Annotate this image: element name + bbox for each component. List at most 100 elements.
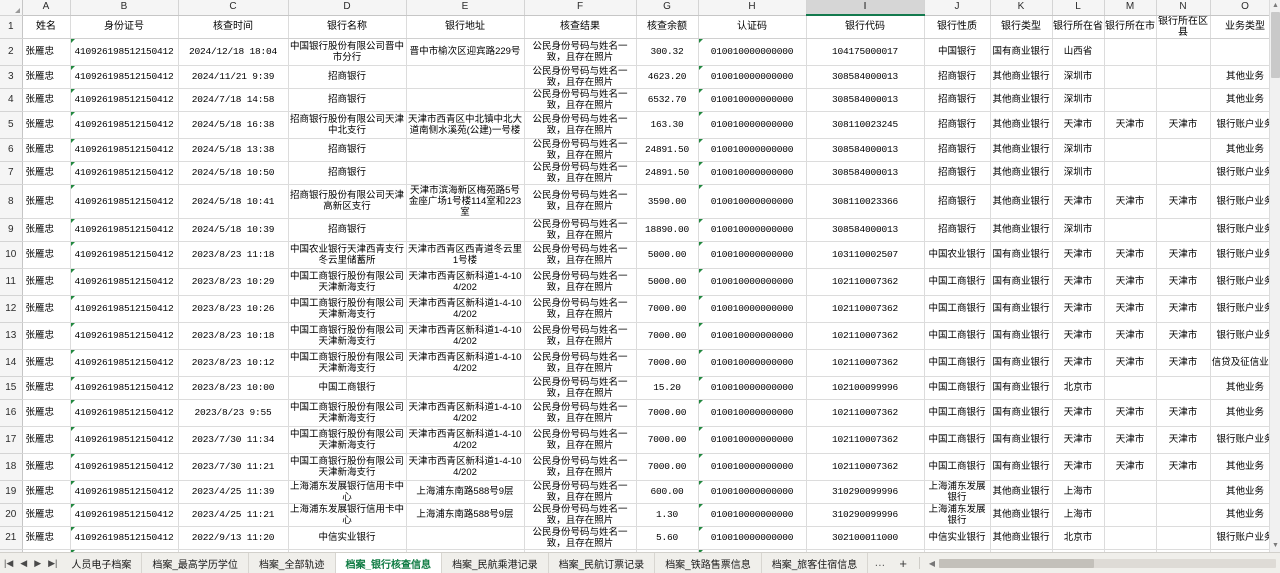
- cell-D16[interactable]: 中国工商银行股份有限公司天津新海支行: [288, 399, 407, 427]
- cell-G15[interactable]: 15.20: [636, 376, 699, 400]
- cell-B2[interactable]: 410926198512150412: [70, 38, 179, 66]
- row-header-4[interactable]: 4: [0, 88, 23, 112]
- cell-C10[interactable]: 2023/8/23 11:18: [178, 241, 289, 269]
- cell-M13[interactable]: 天津市: [1104, 322, 1157, 350]
- cell-N20[interactable]: [1156, 503, 1211, 527]
- more-sheets-button[interactable]: …: [874, 557, 887, 569]
- table-row[interactable]: 14 张雁忠 410926198512150412 2023/8/23 10:12 中国…: [0, 349, 1280, 377]
- cell-M15[interactable]: [1104, 376, 1157, 400]
- cell-D6[interactable]: 招商银行: [288, 138, 407, 162]
- cell-I22[interactable]: 105290078286: [806, 549, 925, 552]
- cell-O11[interactable]: 银行账户业务: [1210, 268, 1280, 296]
- cell-A20[interactable]: 张雁忠: [22, 503, 71, 527]
- column-header-n[interactable]: N: [1156, 0, 1211, 16]
- cell-J3[interactable]: 招商银行: [924, 65, 991, 89]
- cell-D10[interactable]: 中国农业银行天津西青支行冬云里储蓄所: [288, 241, 407, 269]
- cell-M5[interactable]: 天津市: [1104, 111, 1157, 139]
- cell-K7[interactable]: 其他商业银行: [990, 161, 1053, 185]
- cell-B18[interactable]: 410926198512150412: [70, 453, 179, 481]
- cell-E6[interactable]: [406, 138, 525, 162]
- cell-B19[interactable]: 410926198512150412: [70, 480, 179, 504]
- cell-L9[interactable]: 深圳市: [1052, 218, 1105, 242]
- column-header-g[interactable]: G: [636, 0, 699, 16]
- cell-K13[interactable]: 国有商业银行: [990, 322, 1053, 350]
- cell-A15[interactable]: 张雁忠: [22, 376, 71, 400]
- cell-L2[interactable]: 山西省: [1052, 38, 1105, 66]
- cell-K2[interactable]: 国有商业银行: [990, 38, 1053, 66]
- cell-F12[interactable]: 公民身份号码与姓名一致，且存在照片: [524, 295, 637, 323]
- cell-B10[interactable]: 410926198512150412: [70, 241, 179, 269]
- cell-H21[interactable]: 010010000000000: [698, 526, 807, 550]
- cell-O13[interactable]: 银行账户业务: [1210, 322, 1280, 350]
- cell-G6[interactable]: 24891.50: [636, 138, 699, 162]
- cell-I20[interactable]: 310290099996: [806, 503, 925, 527]
- cell-G19[interactable]: 600.00: [636, 480, 699, 504]
- cell-I3[interactable]: 308584000013: [806, 65, 925, 89]
- cell-B7[interactable]: 410926198512150412: [70, 161, 179, 185]
- cell-K16[interactable]: 国有商业银行: [990, 399, 1053, 427]
- cell-O3[interactable]: 其他业务: [1210, 65, 1280, 89]
- cell-H20[interactable]: 010010000000000: [698, 503, 807, 527]
- cell-O12[interactable]: 银行账户业务: [1210, 295, 1280, 323]
- cell-E22[interactable]: 上海市闵行区都市路2988号、2990号: [406, 549, 525, 552]
- cell-C14[interactable]: 2023/8/23 10:12: [178, 349, 289, 377]
- cell-L17[interactable]: 天津市: [1052, 426, 1105, 454]
- cell-C15[interactable]: 2023/8/23 10:00: [178, 376, 289, 400]
- row-header-16[interactable]: 16: [0, 399, 23, 427]
- cell-J20[interactable]: 上海浦东发展银行: [924, 503, 991, 527]
- cell-J5[interactable]: 招商银行: [924, 111, 991, 139]
- cell-I19[interactable]: 310290099996: [806, 480, 925, 504]
- cell-E3[interactable]: [406, 65, 525, 89]
- table-row[interactable]: 17 张雁忠 410926198512150412 2023/7/30 11:34 中国…: [0, 426, 1280, 454]
- cell-C20[interactable]: 2023/4/25 11:21: [178, 503, 289, 527]
- cell-H11[interactable]: 010010000000000: [698, 268, 807, 296]
- table-row[interactable]: 11 张雁忠 410926198512150412 2023/8/23 10:29 中国…: [0, 268, 1280, 296]
- cell-O10[interactable]: 银行账户业务: [1210, 241, 1280, 269]
- cell-D3[interactable]: 招商银行: [288, 65, 407, 89]
- table-row[interactable]: 3 张雁忠 410926198512150412 2024/11/21 9:39 招商银…: [0, 65, 1280, 89]
- cell-K20[interactable]: 其他商业银行: [990, 503, 1053, 527]
- cell-G21[interactable]: 5.60: [636, 526, 699, 550]
- cell-J14[interactable]: 中国工商银行: [924, 349, 991, 377]
- cell-C17[interactable]: 2023/7/30 11:34: [178, 426, 289, 454]
- cell-N5[interactable]: 天津市: [1156, 111, 1211, 139]
- cell-C6[interactable]: 2024/5/18 13:38: [178, 138, 289, 162]
- cell-H7[interactable]: 010010000000000: [698, 161, 807, 185]
- vertical-scroll-thumb[interactable]: [1271, 12, 1280, 78]
- row-header-22[interactable]: 22: [0, 549, 23, 552]
- row-header-8[interactable]: 8: [0, 184, 23, 219]
- cell-D4[interactable]: 招商银行: [288, 88, 407, 112]
- cell-G16[interactable]: 7000.00: [636, 399, 699, 427]
- cell-L3[interactable]: 深圳市: [1052, 65, 1105, 89]
- cell-I4[interactable]: 308584000013: [806, 88, 925, 112]
- cell-H5[interactable]: 010010000000000: [698, 111, 807, 139]
- cell-D9[interactable]: 招商银行: [288, 218, 407, 242]
- cell-M19[interactable]: [1104, 480, 1157, 504]
- cell-J12[interactable]: 中国工商银行: [924, 295, 991, 323]
- cell-C18[interactable]: 2023/7/30 11:21: [178, 453, 289, 481]
- cell-G11[interactable]: 5000.00: [636, 268, 699, 296]
- table-row[interactable]: 19 张雁忠 410926198512150412 2023/4/25 11:39 上海…: [0, 480, 1280, 504]
- cell-A22[interactable]: 张雁忠: [22, 549, 71, 552]
- cell-N16[interactable]: 天津市: [1156, 399, 1211, 427]
- cell-J6[interactable]: 招商银行: [924, 138, 991, 162]
- cell-N19[interactable]: [1156, 480, 1211, 504]
- column-header-o[interactable]: O: [1210, 0, 1280, 16]
- cell-K8[interactable]: 其他商业银行: [990, 184, 1053, 219]
- cell-E9[interactable]: [406, 218, 525, 242]
- cell-E14[interactable]: 天津市西青区新科道1-4-104/202: [406, 349, 525, 377]
- cell-K15[interactable]: 国有商业银行: [990, 376, 1053, 400]
- cell-O19[interactable]: 其他业务: [1210, 480, 1280, 504]
- cell-N11[interactable]: 天津市: [1156, 268, 1211, 296]
- cell-M22[interactable]: [1104, 549, 1157, 552]
- cell-H18[interactable]: 010010000000000: [698, 453, 807, 481]
- horizontal-scroll-thumb[interactable]: [939, 558, 1095, 568]
- sheet-tab-active[interactable]: 档案_银行核查信息: [335, 553, 443, 573]
- row-header-17[interactable]: 17: [0, 426, 23, 454]
- cell-M18[interactable]: 天津市: [1104, 453, 1157, 481]
- column-header-f[interactable]: F: [524, 0, 637, 16]
- cell-J9[interactable]: 招商银行: [924, 218, 991, 242]
- prev-sheet-icon[interactable]: ◀: [20, 557, 28, 568]
- cell-F20[interactable]: 公民身份号码与姓名一致，且存在照片: [524, 503, 637, 527]
- first-sheet-icon[interactable]: |◀: [4, 557, 14, 568]
